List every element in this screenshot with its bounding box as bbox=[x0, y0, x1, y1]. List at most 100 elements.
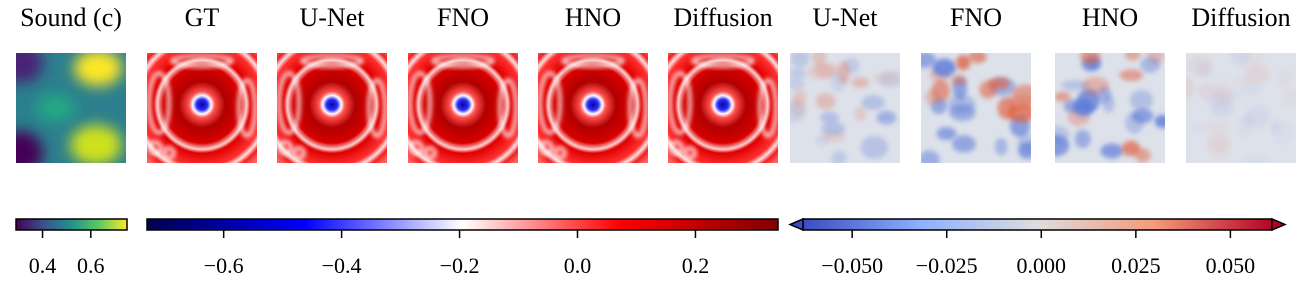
blob bbox=[1206, 131, 1231, 153]
blob bbox=[831, 150, 847, 163]
panel-title: HNO bbox=[565, 3, 621, 32]
blob bbox=[876, 111, 896, 124]
blob bbox=[854, 106, 867, 122]
ring bbox=[628, 78, 648, 138]
blob bbox=[1217, 79, 1232, 92]
tick-label: −0.025 bbox=[916, 253, 978, 278]
blob bbox=[1154, 114, 1165, 129]
blob bbox=[1080, 53, 1101, 65]
blob bbox=[70, 125, 122, 163]
blob bbox=[1055, 125, 1070, 145]
panel-title: Sound (c) bbox=[20, 3, 122, 32]
blob bbox=[1245, 64, 1271, 85]
ring bbox=[408, 71, 432, 135]
blob bbox=[820, 111, 840, 124]
ring bbox=[147, 71, 171, 135]
blob bbox=[873, 72, 899, 85]
blob bbox=[36, 94, 76, 122]
blob bbox=[994, 137, 1008, 156]
tick-label: 0.4 bbox=[29, 253, 57, 278]
blob bbox=[790, 68, 806, 79]
blob bbox=[1187, 55, 1214, 77]
blob bbox=[956, 54, 971, 71]
extend-low bbox=[788, 217, 804, 232]
colorbar bbox=[15, 218, 128, 231]
panel-title: U-Net bbox=[813, 3, 879, 32]
blob bbox=[815, 133, 830, 147]
blob bbox=[1240, 83, 1261, 95]
panel-image bbox=[538, 53, 648, 163]
image-content bbox=[668, 53, 778, 163]
blob bbox=[16, 131, 43, 163]
colorbar bbox=[802, 218, 1273, 231]
panel-title: Diffusion bbox=[673, 3, 772, 32]
ring bbox=[277, 71, 301, 135]
blob bbox=[16, 53, 43, 83]
ring bbox=[147, 140, 163, 156]
ring bbox=[408, 140, 424, 156]
image-content bbox=[790, 53, 900, 163]
ring bbox=[538, 71, 562, 135]
ring bbox=[668, 140, 684, 156]
blob bbox=[790, 53, 810, 69]
ring bbox=[423, 146, 437, 160]
blob bbox=[947, 94, 976, 114]
blob bbox=[1276, 68, 1292, 88]
blob bbox=[921, 150, 940, 163]
blob bbox=[921, 53, 936, 68]
blob bbox=[968, 53, 987, 64]
blob bbox=[821, 121, 846, 136]
blob bbox=[1190, 123, 1205, 134]
blob bbox=[1125, 111, 1144, 134]
blob bbox=[932, 58, 956, 77]
panel-image bbox=[408, 53, 518, 163]
blob bbox=[1074, 129, 1091, 149]
tick-label: −0.050 bbox=[821, 253, 883, 278]
blob bbox=[830, 71, 847, 93]
blob bbox=[936, 126, 957, 141]
blob bbox=[1055, 91, 1071, 102]
panel-image bbox=[147, 53, 257, 163]
tick-label: 0.000 bbox=[1017, 253, 1067, 278]
panel-title: U-Net bbox=[300, 3, 366, 32]
blob bbox=[1124, 53, 1141, 61]
blob bbox=[1229, 53, 1251, 67]
blob bbox=[924, 89, 941, 106]
tick-label: −0.4 bbox=[322, 253, 362, 278]
blob bbox=[815, 93, 836, 110]
blob bbox=[1017, 133, 1031, 152]
ring bbox=[538, 140, 554, 156]
blob bbox=[951, 135, 976, 153]
tick-label: −0.6 bbox=[204, 253, 244, 278]
image-content bbox=[408, 53, 518, 163]
blob bbox=[1129, 89, 1154, 111]
ring bbox=[300, 54, 364, 68]
blob bbox=[861, 95, 886, 111]
tick-label: −0.2 bbox=[440, 253, 480, 278]
panel-image bbox=[790, 53, 900, 163]
ring bbox=[553, 146, 567, 160]
blob bbox=[1269, 120, 1282, 134]
ring bbox=[431, 54, 495, 68]
panel-title: FNO bbox=[950, 3, 1002, 32]
image-content bbox=[16, 53, 126, 163]
blob bbox=[814, 62, 839, 78]
image-content bbox=[147, 53, 257, 163]
ring bbox=[758, 78, 778, 138]
panel-image bbox=[277, 53, 387, 163]
blob bbox=[1097, 86, 1111, 104]
panel-image bbox=[668, 53, 778, 163]
ring bbox=[691, 54, 755, 68]
panel-title: GT bbox=[185, 3, 220, 32]
blob bbox=[790, 78, 806, 90]
panel-image bbox=[1055, 53, 1165, 163]
blob bbox=[851, 76, 870, 89]
tick-label: 0.2 bbox=[682, 253, 710, 278]
blob bbox=[1009, 94, 1031, 111]
tick-label: 0.0 bbox=[564, 253, 592, 278]
blob bbox=[1281, 88, 1301, 107]
ring bbox=[237, 78, 257, 138]
blob bbox=[1119, 69, 1144, 81]
blob bbox=[860, 135, 889, 159]
